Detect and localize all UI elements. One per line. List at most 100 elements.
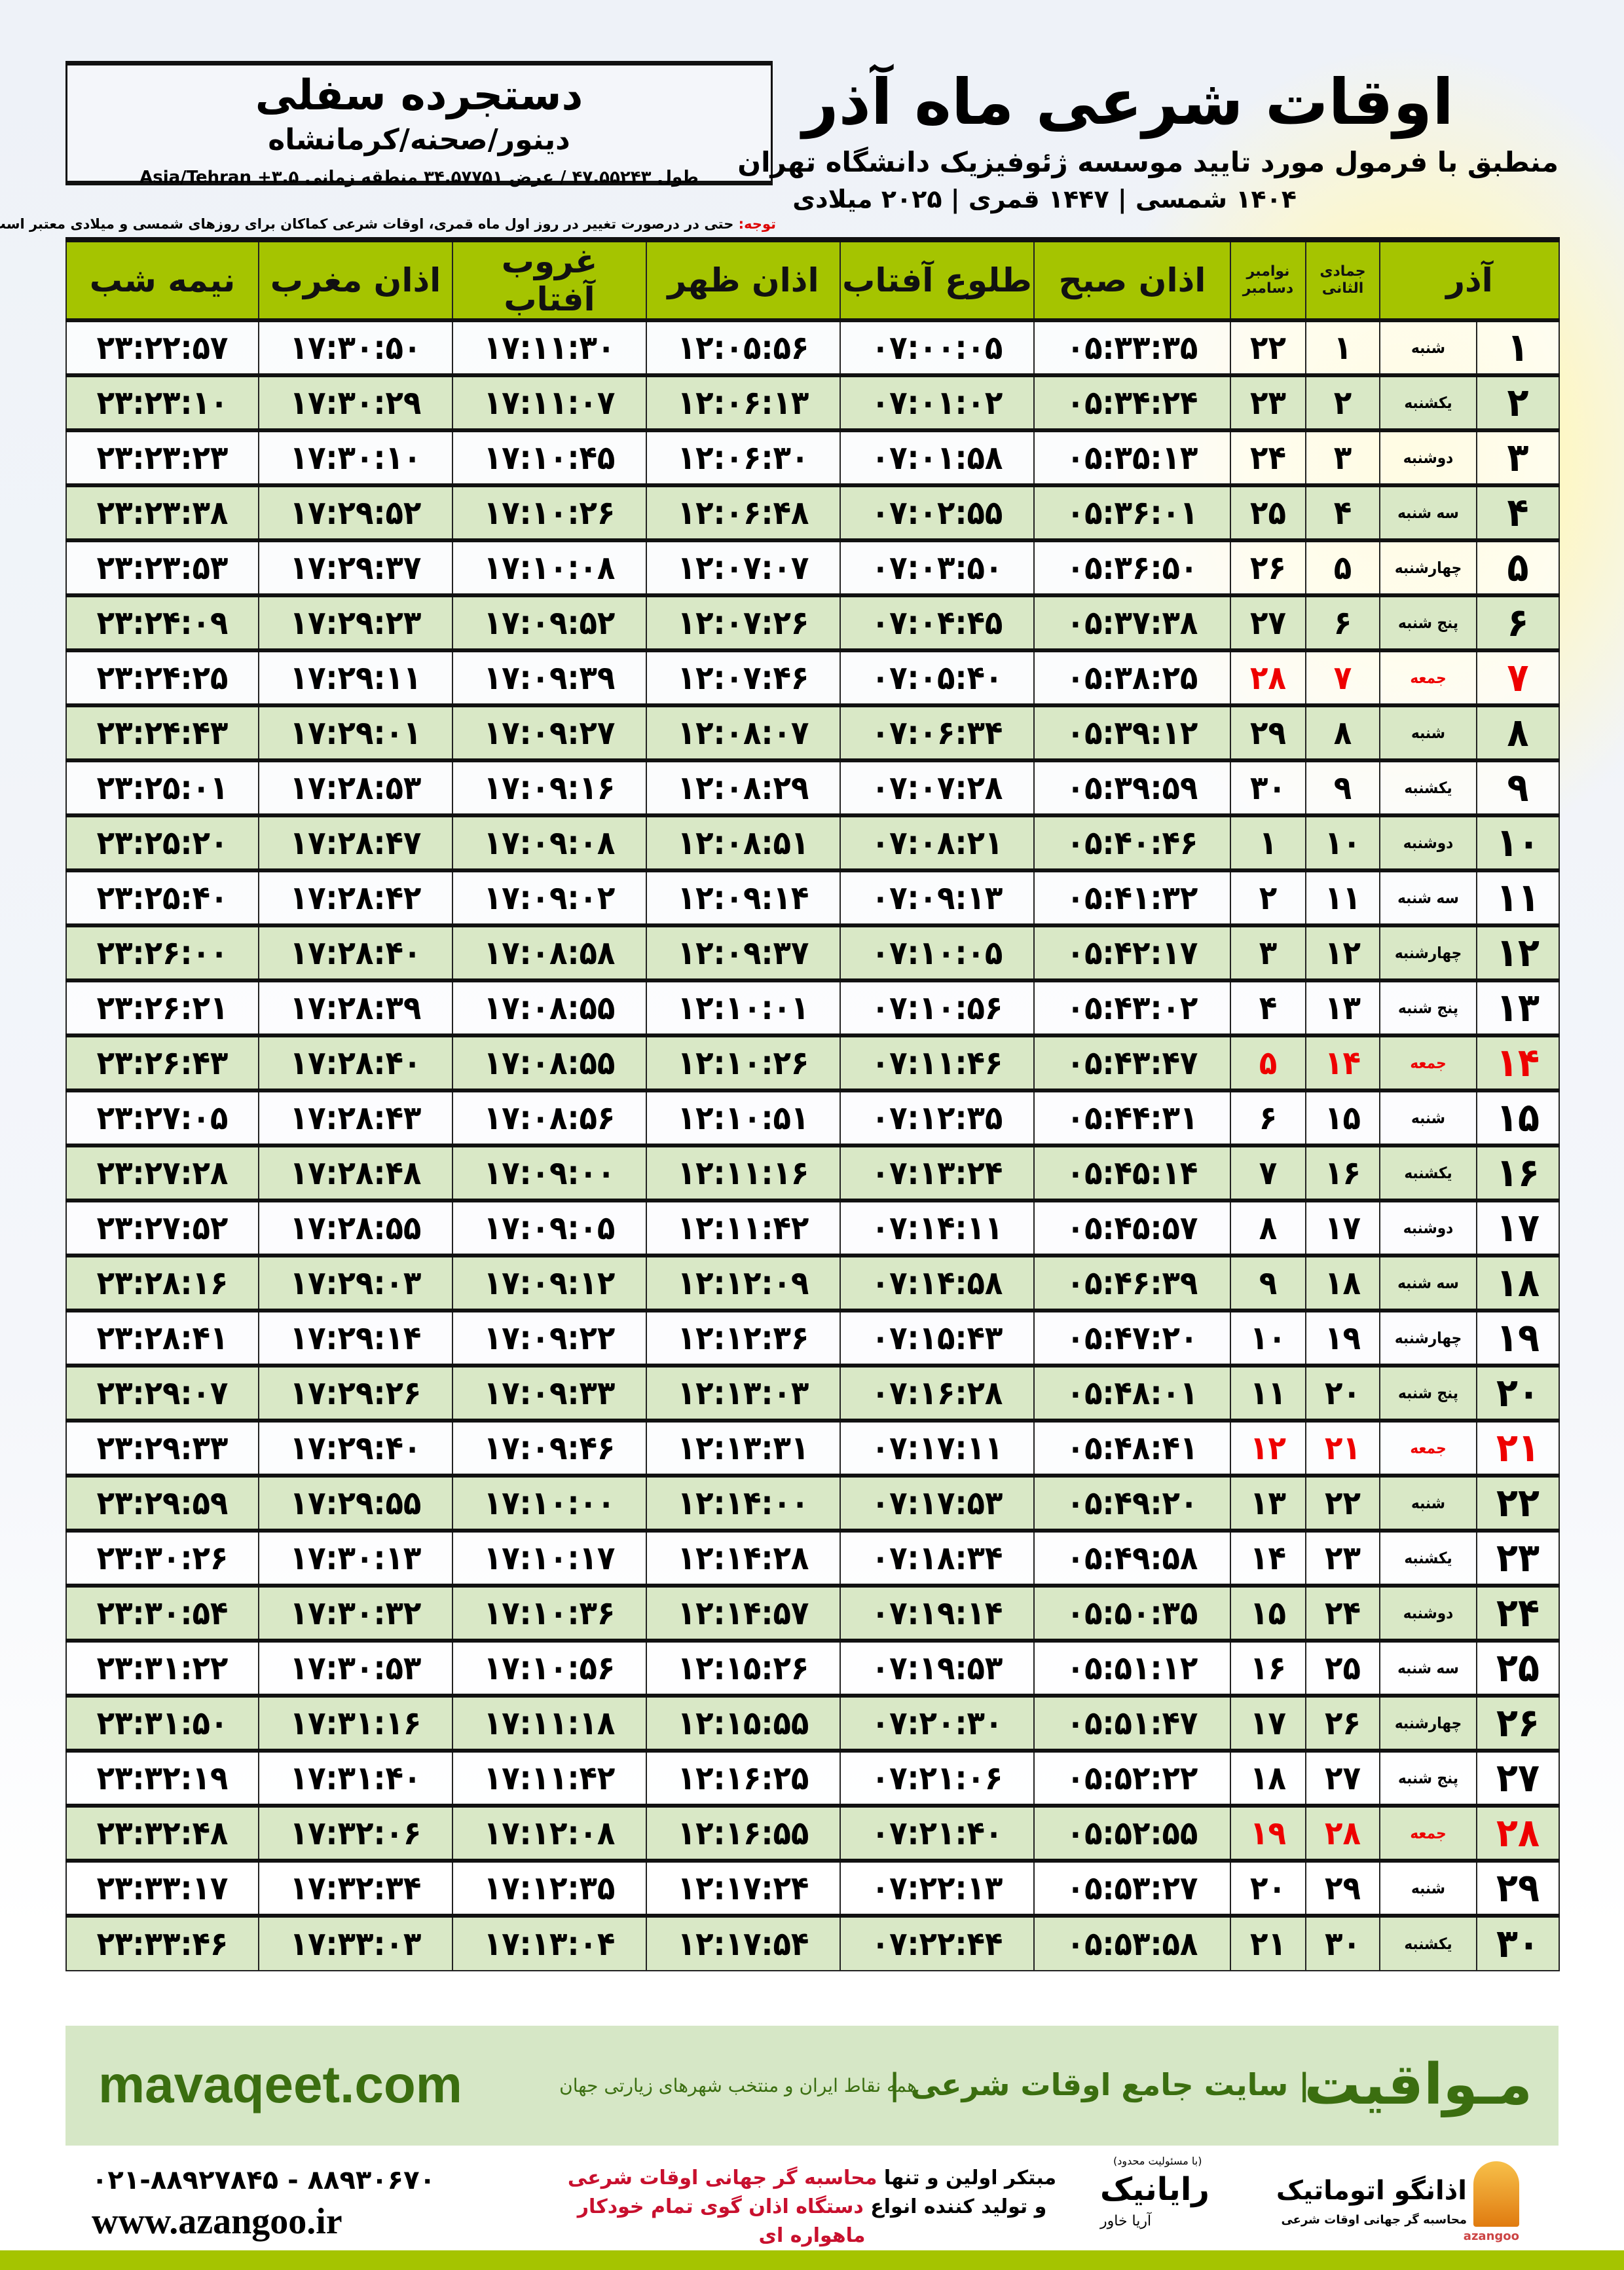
cell-day: ۲۶ (1476, 1694, 1560, 1751)
rayanik-note: (با مسئولیت محدود) (1113, 2155, 1202, 2167)
cell-maghrib: ۱۷:۲۹:۲۳ (258, 593, 453, 651)
cell-sunrise: ۰۷:۱۳:۲۴ (840, 1144, 1035, 1201)
cell-hijri-day: ۱۹ (1305, 1309, 1380, 1366)
cell-midnight: ۲۳:۲۵:۲۰ (65, 813, 259, 871)
cell-day: ۱ (1476, 318, 1560, 376)
cell-day: ۶ (1476, 593, 1560, 651)
cell-midnight: ۲۳:۲۴:۲۵ (65, 648, 259, 706)
cell-day: ۱۹ (1476, 1309, 1560, 1366)
cell-midnight: ۲۳:۲۹:۳۳ (65, 1419, 259, 1476)
location-coordinates: طول ۴۷.۵۵۲۴۳ / عرض ۳۴.۵۷۷۵۱ منطقه زمانی … (139, 168, 699, 187)
cell-hijri-day: ۲۱ (1305, 1419, 1380, 1476)
cell-maghrib: ۱۷:۳۰:۳۲ (258, 1584, 453, 1641)
mavaqeet-link[interactable]: mavaqeet.com (98, 2055, 462, 2113)
table-row: ۲۵ سه شنبه ۲۵ ۱۶ ۰۵:۵۱:۱۲ ۰۷:۱۹:۵۳ ۱۲:۱۵:۲۶ ۱۷:… (65, 1639, 1560, 1696)
table-row: ۲۰ پنج شنبه ۲۰ ۱۱ ۰۵:۴۸:۰۱ ۰۷:۱۶:۲۸ ۱۲:۱۳:۰۳ ۱۷… (65, 1364, 1560, 1421)
cell-fajr: ۰۵:۳۷:۳۸ (1033, 593, 1231, 651)
minaret-icon (1473, 2161, 1519, 2227)
cell-sunrise: ۰۷:۰۲:۵۵ (840, 483, 1035, 541)
location-name: دستجرده سفلی (255, 71, 583, 120)
cell-day: ۲۲ (1476, 1474, 1560, 1531)
cell-weekday: پنج شنبه (1379, 978, 1477, 1036)
cell-midnight: ۲۳:۳۰:۵۴ (65, 1584, 259, 1641)
cell-sunrise: ۰۷:۰۱:۰۲ (840, 373, 1035, 431)
cell-fajr: ۰۵:۴۳:۰۲ (1033, 978, 1231, 1036)
cell-sunrise: ۰۷:۰۵:۴۰ (840, 648, 1035, 706)
cell-fajr: ۰۵:۵۲:۵۵ (1033, 1804, 1231, 1861)
promo-line1-highlight: محاسبه گر جهانی اوقات شرعی (567, 2167, 877, 2189)
cell-weekday: دوشنبه (1379, 428, 1477, 486)
cell-sunrise: ۰۷:۱۰:۵۶ (840, 978, 1035, 1036)
cell-weekday: یکشنبه (1379, 1144, 1477, 1201)
cell-midnight: ۲۳:۲۸:۱۶ (65, 1254, 259, 1311)
cell-maghrib: ۱۷:۲۹:۳۷ (258, 538, 453, 596)
cell-hijri-day: ۲ (1305, 373, 1380, 431)
cell-day: ۱۶ (1476, 1144, 1560, 1201)
cell-hijri-day: ۱۸ (1305, 1254, 1380, 1311)
cell-maghrib: ۱۷:۲۸:۴۰ (258, 1033, 453, 1091)
table-row: ۲۲ شنبه ۲۲ ۱۳ ۰۵:۴۹:۲۰ ۰۷:۱۷:۵۳ ۱۲:۱۴:۰۰ ۱۷:۱۰:… (65, 1474, 1560, 1531)
azangoo-link[interactable]: www.azangoo.ir (92, 2201, 342, 2242)
cell-gregorian-day: ۲۳ (1230, 373, 1306, 431)
cell-maghrib: ۱۷:۳۰:۱۳ (258, 1529, 453, 1586)
cell-midnight: ۲۳:۲۳:۵۳ (65, 538, 259, 596)
cell-weekday: جمعه (1379, 648, 1477, 706)
cell-gregorian-day: ۳۰ (1230, 758, 1306, 816)
cell-sunrise: ۰۷:۱۴:۵۸ (840, 1254, 1035, 1311)
cell-maghrib: ۱۷:۳۱:۴۰ (258, 1749, 453, 1806)
cell-midnight: ۲۳:۳۳:۴۶ (65, 1914, 259, 1971)
cell-hijri-day: ۲۵ (1305, 1639, 1380, 1696)
cell-fajr: ۰۵:۵۲:۲۲ (1033, 1749, 1231, 1806)
cell-gregorian-day: ۸ (1230, 1199, 1306, 1256)
page-title: اوقات شرعی ماه آذر (802, 65, 1454, 139)
cell-maghrib: ۱۷:۲۹:۵۲ (258, 483, 453, 541)
header-sunrise: طلوع آفتاب (840, 237, 1035, 321)
cell-gregorian-day: ۱۵ (1230, 1584, 1306, 1641)
cell-midnight: ۲۳:۳۲:۱۹ (65, 1749, 259, 1806)
cell-day: ۱۴ (1476, 1033, 1560, 1091)
cell-midnight: ۲۳:۲۵:۴۰ (65, 868, 259, 926)
header-dhuhr: اذان ظهر (646, 237, 841, 321)
note-text: حتی در درصورت تغییر در روز اول ماه قمری،… (0, 216, 739, 232)
location-region: دینور/صحنه/کرمانشاه (268, 123, 570, 157)
cell-dhuhr: ۱۲:۰۶:۳۰ (646, 428, 841, 486)
cell-dhuhr: ۱۲:۰۸:۵۱ (646, 813, 841, 871)
cell-hijri-day: ۲۷ (1305, 1749, 1380, 1806)
cell-sunrise: ۰۷:۲۰:۳۰ (840, 1694, 1035, 1751)
cell-sunrise: ۰۷:۰۰:۰۵ (840, 318, 1035, 376)
cell-hijri-day: ۱۶ (1305, 1144, 1380, 1201)
cell-maghrib: ۱۷:۳۲:۰۶ (258, 1804, 453, 1861)
cell-dhuhr: ۱۲:۱۰:۵۱ (646, 1088, 841, 1146)
cell-dhuhr: ۱۲:۰۷:۴۶ (646, 648, 841, 706)
cell-fajr: ۰۵:۴۵:۱۴ (1033, 1144, 1231, 1201)
table-row: ۳۰ یکشنبه ۳۰ ۲۱ ۰۵:۵۳:۵۸ ۰۷:۲۲:۴۴ ۱۲:۱۷:۵۴ ۱۷:۱… (65, 1914, 1560, 1971)
cell-weekday: چهارشنبه (1379, 1694, 1477, 1751)
cell-fajr: ۰۵:۴۸:۰۱ (1033, 1364, 1231, 1421)
cell-midnight: ۲۳:۳۲:۴۸ (65, 1804, 259, 1861)
cell-sunrise: ۰۷:۰۸:۲۱ (840, 813, 1035, 871)
cell-hijri-day: ۹ (1305, 758, 1380, 816)
cell-dhuhr: ۱۲:۱۲:۰۹ (646, 1254, 841, 1311)
cell-hijri-day: ۲۰ (1305, 1364, 1380, 1421)
location-box: دستجرده سفلی دینور/صحنه/کرمانشاه طول ۴۷.… (65, 61, 773, 187)
cell-fajr: ۰۵:۴۹:۵۸ (1033, 1529, 1231, 1586)
cell-weekday: شنبه (1379, 1088, 1477, 1146)
cell-midnight: ۲۳:۲۲:۵۷ (65, 318, 259, 376)
cell-hijri-day: ۲۲ (1305, 1474, 1380, 1531)
cell-sunset: ۱۷:۱۰:۰۸ (452, 538, 647, 596)
table-row: ۱۶ یکشنبه ۱۶ ۷ ۰۵:۴۵:۱۴ ۰۷:۱۳:۲۴ ۱۲:۱۱:۱۶ ۱۷:۰۹… (65, 1144, 1560, 1201)
cell-day: ۲۷ (1476, 1749, 1560, 1806)
cell-maghrib: ۱۷:۲۸:۵۵ (258, 1199, 453, 1256)
cell-hijri-day: ۶ (1305, 593, 1380, 651)
cell-dhuhr: ۱۲:۱۷:۵۴ (646, 1914, 841, 1971)
cell-day: ۷ (1476, 648, 1560, 706)
year-info: ۱۴۰۴ شمسی | ۱۴۴۷ قمری | ۲۰۲۵ میلادی (792, 185, 1297, 214)
cell-weekday: جمعه (1379, 1033, 1477, 1091)
cell-weekday: شنبه (1379, 703, 1477, 761)
cell-weekday: پنج شنبه (1379, 593, 1477, 651)
cell-midnight: ۲۳:۲۷:۲۸ (65, 1144, 259, 1201)
cell-weekday: جمعه (1379, 1804, 1477, 1861)
cell-hijri-day: ۱۴ (1305, 1033, 1380, 1091)
cell-maghrib: ۱۷:۳۲:۳۴ (258, 1859, 453, 1916)
note-label: توجه: (738, 216, 776, 232)
